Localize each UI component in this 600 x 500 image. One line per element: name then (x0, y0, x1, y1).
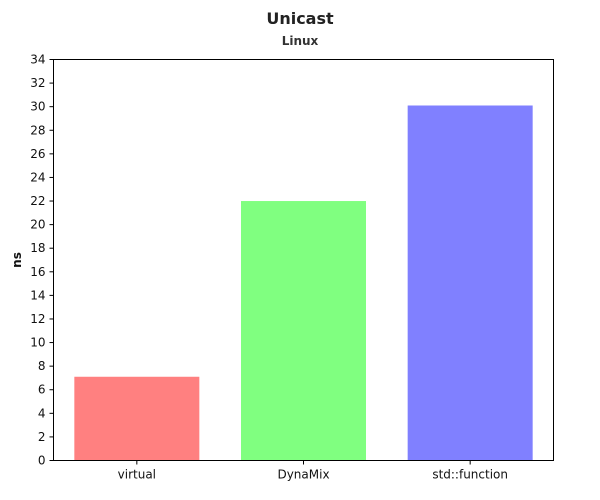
y-tick-label: 14 (30, 288, 45, 302)
plot-frame (53, 59, 554, 461)
chart-subtitle: Linux (282, 34, 319, 48)
chart-title: Unicast (266, 9, 334, 28)
bars (74, 105, 533, 461)
y-tick-label: 0 (38, 454, 46, 468)
x-tick-label: std::function (432, 468, 508, 482)
y-tick-label: 8 (38, 359, 46, 373)
y-tick-label: 24 (30, 170, 45, 184)
y-tick-label: 2 (38, 430, 46, 444)
x-tick-label: DynaMix (277, 468, 329, 482)
y-tick-label: 12 (30, 312, 45, 326)
y-tick-label: 10 (30, 336, 45, 350)
bar-dynamix (241, 201, 366, 461)
y-tick-label: 16 (30, 265, 45, 279)
y-tick-label: 22 (30, 194, 45, 208)
y-tick-label: 30 (30, 100, 45, 114)
y-tick-label: 34 (30, 53, 45, 67)
x-tick-label: virtual (118, 468, 156, 482)
bar-virtual (74, 376, 200, 461)
bar-std-function (407, 105, 533, 461)
y-tick-label: 20 (30, 218, 45, 232)
y-tick-label: 4 (38, 406, 46, 420)
x-axis-ticks: virtual DynaMix std::function (118, 460, 508, 482)
y-tick-label: 6 (38, 383, 46, 397)
y-axis-label: ns (10, 252, 24, 268)
y-tick-label: 28 (30, 123, 45, 137)
y-tick-label: 32 (30, 76, 45, 90)
y-tick-label: 26 (30, 147, 45, 161)
y-tick-label: 18 (30, 241, 45, 255)
